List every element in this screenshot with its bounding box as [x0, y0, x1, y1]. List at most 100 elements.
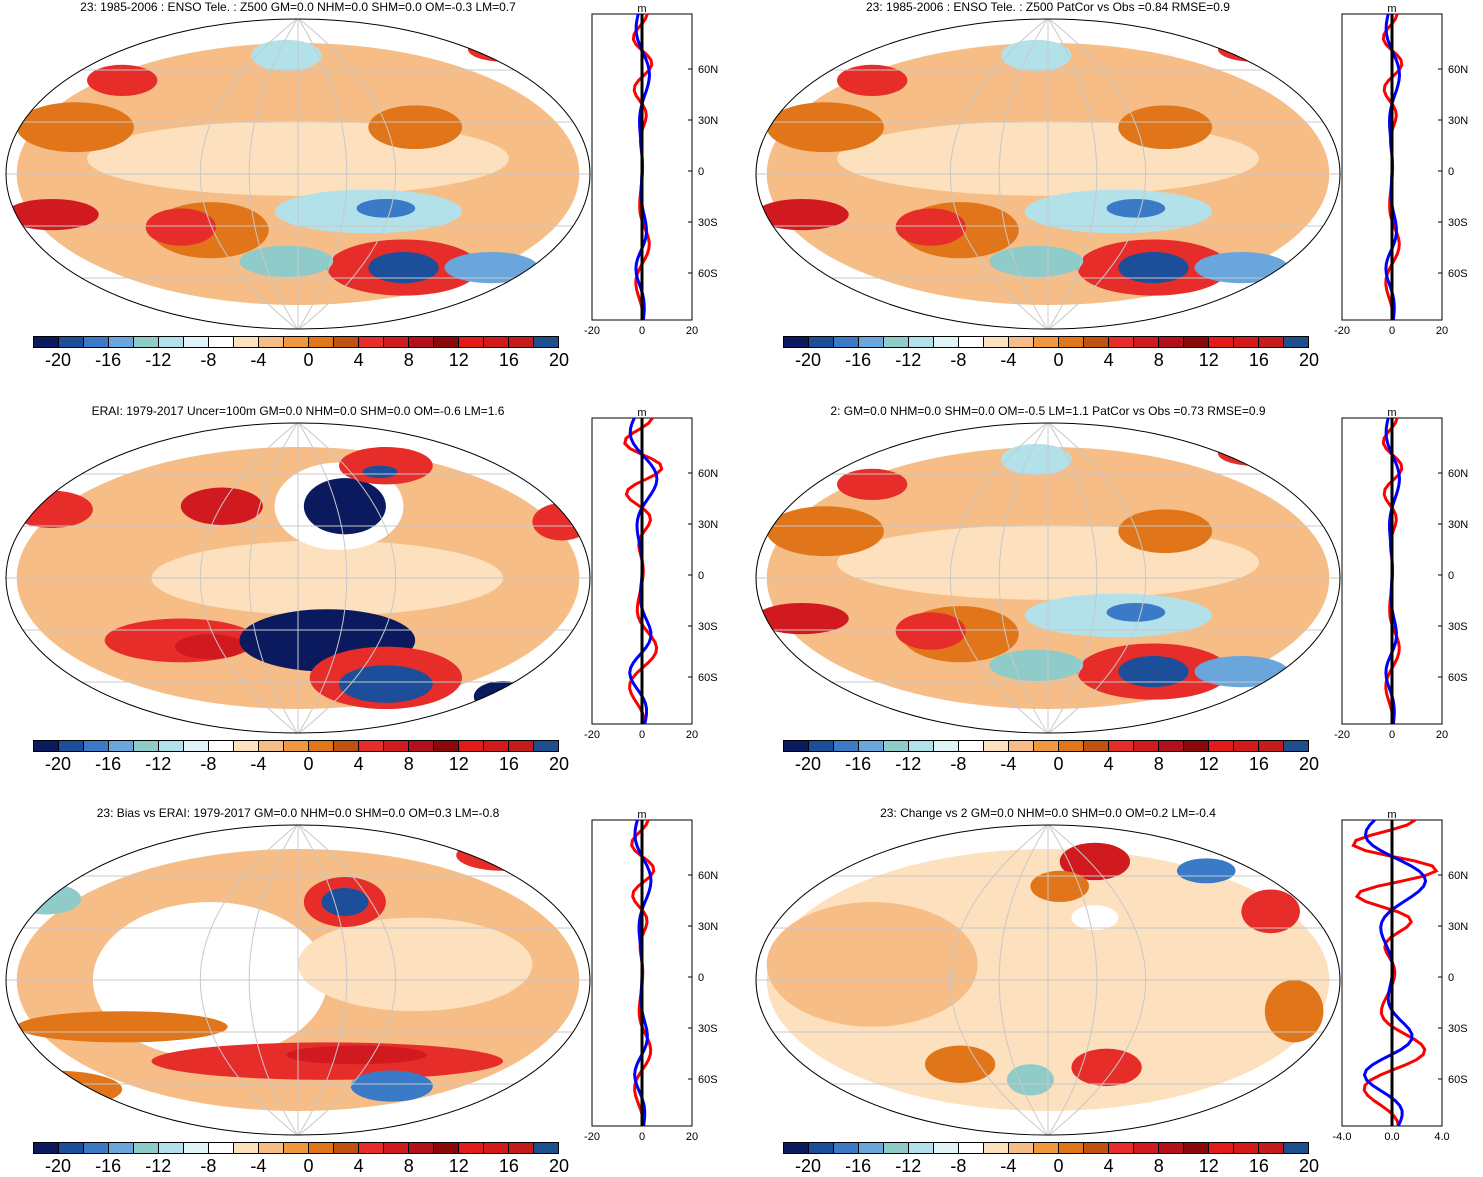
zonal-y-tick-label: 60N	[698, 64, 718, 76]
colorbar-tick-label: 8	[403, 350, 414, 370]
zonal-axes: m 60N 30N 0 30S 60S -4.0 0.0 4.0	[1333, 809, 1469, 1143]
colorbar-swatch	[184, 741, 209, 751]
colorbar-swatch	[1059, 337, 1084, 347]
zonal-y-tick-label: 30S	[1448, 217, 1468, 229]
longitude-gridline	[950, 423, 1049, 733]
colorbar-swatch	[909, 1143, 934, 1153]
zonal-y-tick-label: 30S	[1448, 621, 1468, 633]
colorbar-tick-label: 0	[303, 754, 314, 774]
colorbar-swatch	[1084, 741, 1109, 751]
colorbar-swatch	[884, 1143, 909, 1153]
colorbar-swatch	[1184, 337, 1209, 347]
colorbar-tick-label: -8	[950, 350, 967, 370]
colorbar-tick-label: 12	[448, 350, 469, 370]
colorbar: -20 -16 -12 -8 -4 0 4 8 12 16 20	[33, 740, 569, 774]
zonal-x-tick-label: 0	[1389, 325, 1395, 337]
anomaly-contour	[368, 252, 439, 284]
colorbar-swatch	[359, 337, 384, 347]
colorbar-swatch	[1184, 741, 1209, 751]
colorbar-tick-label: -20	[795, 754, 822, 774]
anomaly-contour	[356, 198, 416, 218]
colorbar-swatch	[59, 1143, 84, 1153]
anomaly-contour	[321, 887, 369, 917]
colorbar-tick-label: -16	[95, 350, 122, 370]
anomaly-contour	[298, 917, 533, 1012]
zonal-mean-plot: m 60N 30N 0 30S 60S -4.0 0.0 4.0	[1333, 809, 1482, 1146]
colorbar-swatch	[884, 337, 909, 347]
anomaly-contour	[1030, 870, 1090, 902]
colorbar-tick-label: 16	[1248, 350, 1269, 370]
colorbar-swatch	[409, 1143, 434, 1153]
colorbar-swatch	[1009, 1143, 1034, 1153]
zonal-x-tick-label: -20	[1334, 325, 1350, 337]
zonal-y-tick-label: 60S	[698, 268, 718, 280]
zonal-y-tick-label: 0	[1448, 972, 1454, 984]
zonal-axes: m 60N 30N 0 30S 60S -20 0 20	[1334, 407, 1468, 741]
map-outline	[5, 824, 591, 1136]
colorbar-swatch	[1159, 337, 1184, 347]
colorbar-swatch	[109, 337, 134, 347]
zonal-mean-plot: m 60N 30N 0 30S 60S -20 0 20	[1334, 407, 1482, 744]
colorbar: -20 -16 -12 -8 -4 0 4 8 12 16 20	[783, 1142, 1319, 1176]
colorbar-swatch	[84, 1143, 109, 1153]
colorbar-swatch	[534, 741, 558, 751]
zonal-y-tick-label: 60N	[1448, 468, 1468, 480]
map-title: 2: GM=0.0 NHM=0.0 SHM=0.0 OM=-0.5 LM=1.1…	[830, 404, 1266, 418]
colorbar-swatch	[1034, 1143, 1059, 1153]
colorbar-swatch	[284, 741, 309, 751]
colorbar-swatch	[59, 741, 84, 751]
robinson-map	[5, 18, 591, 330]
colorbar-swatch	[359, 741, 384, 751]
zonal-y-tick-label: 30N	[1448, 921, 1468, 933]
zonal-y-tick-label: 0	[698, 166, 704, 178]
zonal-y-tick-label: 30N	[1448, 115, 1468, 127]
colorbar-swatch	[1059, 741, 1084, 751]
zonal-unit-label: m	[1387, 3, 1396, 15]
zonal-y-tick-label: 60S	[1448, 1074, 1468, 1086]
colorbar-swatch	[1009, 741, 1034, 751]
colorbar-tick-label: -8	[200, 1156, 217, 1176]
colorbar-tick-label: 8	[1153, 754, 1164, 774]
anomaly-contour	[1001, 443, 1072, 476]
zonal-mean-plot: m 60N 30N 0 30S 60S -20 0 20	[584, 3, 732, 340]
colorbar-tick-label: 20	[1298, 1156, 1320, 1176]
longitude-gridline	[1047, 825, 1146, 1135]
zonal-x-tick-label: 0	[1389, 729, 1395, 741]
colorbar-swatch	[934, 1143, 959, 1153]
colorbar-swatch	[284, 337, 309, 347]
zonal-unit-label: m	[637, 407, 646, 419]
longitude-gridline	[950, 825, 1049, 1135]
zonal-y-tick-label: 60N	[1448, 64, 1468, 76]
zonal-y-tick-label: 30N	[698, 519, 718, 531]
robinson-map	[755, 18, 1341, 330]
colorbar-tick-label: 20	[548, 754, 570, 774]
anomaly-contour	[16, 1011, 228, 1043]
zonal-x-tick-label: -20	[584, 729, 600, 741]
colorbar-swatch	[1134, 337, 1159, 347]
anomaly-contour	[756, 602, 849, 635]
colorbar-swatch	[459, 741, 484, 751]
robinson-map	[5, 422, 591, 734]
colorbar-swatch	[934, 337, 959, 347]
colorbar-swatch	[534, 1143, 558, 1153]
colorbar-swatch	[959, 741, 984, 751]
anomaly-contour	[339, 446, 433, 485]
zonal-y-tick-label: 60N	[698, 468, 718, 480]
colorbar-swatch	[784, 337, 809, 347]
colorbar-tick-label: -20	[45, 350, 72, 370]
colorbar-swatch	[1134, 1143, 1159, 1153]
colorbar-tick-label: -12	[145, 1156, 172, 1176]
colorbar-tick-label: 16	[498, 754, 519, 774]
colorbar-swatch	[534, 337, 558, 347]
colorbar-swatch	[484, 337, 509, 347]
anomaly-contour	[1118, 252, 1189, 284]
zonal-obs-line	[1351, 818, 1439, 1127]
anomaly-contour	[1071, 905, 1119, 931]
colorbar-swatch	[1209, 337, 1234, 347]
colorbar-swatch	[1259, 741, 1284, 751]
colorbar-swatch	[1234, 1143, 1259, 1153]
colorbar-swatch	[1284, 337, 1308, 347]
zonal-x-tick-label: -4.0	[1333, 1131, 1352, 1143]
colorbar-tick-label: -8	[200, 754, 217, 774]
colorbar-swatch	[1009, 337, 1034, 347]
